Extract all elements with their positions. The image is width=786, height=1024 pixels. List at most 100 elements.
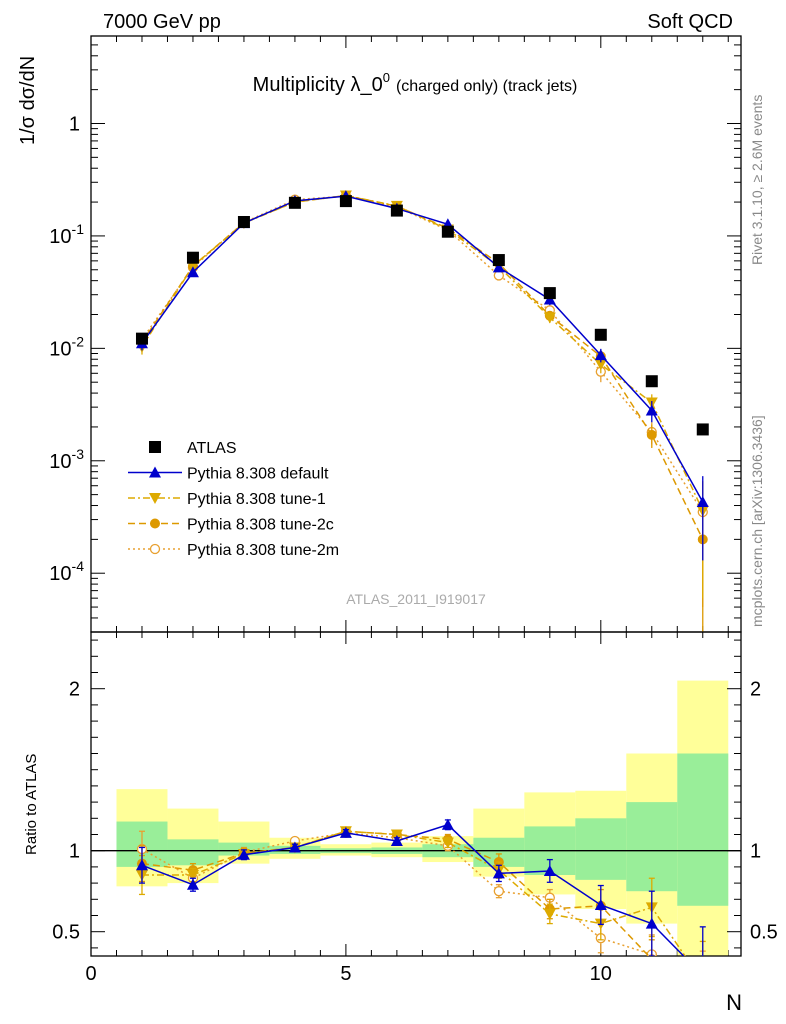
- chart-title: Multiplicity λ_00 (charged only) (track j…: [253, 70, 578, 96]
- atlas-data-point: [186, 251, 199, 264]
- ratio-panel: 0 5 10 0.5 0.5 1 1 2 2: [52, 631, 778, 1002]
- legend-label: Pythia 8.308 tune-2m: [187, 542, 339, 559]
- legend-label: ATLAS: [187, 440, 237, 457]
- atlas-data-point: [237, 215, 250, 228]
- ratio-bands: [116, 680, 729, 956]
- ratio-point: [698, 992, 708, 1002]
- atlas-data-point: [594, 328, 607, 341]
- ratio-series-line: [141, 830, 686, 956]
- y-tick-label-exp: -1: [72, 221, 85, 237]
- atlas-data-point: [135, 332, 148, 345]
- ratio-point: [698, 979, 707, 988]
- ratio-y-tick-label-right: 1: [750, 841, 761, 863]
- atlas-data-point: [543, 287, 556, 300]
- y-tick-label: 10-4: [49, 558, 84, 585]
- ratio-point: [135, 859, 148, 871]
- ratio-point: [543, 864, 556, 876]
- ratio-point: [186, 870, 199, 881]
- top-panel: 10-410-310-210-11: [49, 35, 742, 956]
- y-tick-label: 10-3: [49, 446, 84, 473]
- ratio-point: [493, 886, 504, 897]
- ratio-point: [645, 917, 658, 929]
- legend-label: Pythia 8.308 tune-1: [187, 491, 326, 508]
- analysis-watermark: ATLAS_2011_I919017: [346, 591, 486, 607]
- y-tick-label-exp: -4: [72, 558, 85, 574]
- ratio-y-tick-label-right: 0.5: [750, 922, 778, 944]
- y-tick-label: 10-1: [49, 221, 84, 248]
- x-tick-label: 5: [340, 963, 351, 985]
- ratio-frame: [90, 631, 742, 957]
- chart-title-small: (charged only) (track jets): [396, 78, 577, 95]
- ratio-band-inner: [677, 753, 729, 906]
- x-tick-label: 0: [85, 963, 96, 985]
- data-point: [696, 495, 709, 507]
- data-point: [645, 404, 658, 416]
- y-axis-label-top: 1/σ dσ/dN: [17, 56, 39, 145]
- mcplots-label: mcplots.cern.ch [arXiv:1306.3436]: [749, 415, 765, 627]
- ratio-point: [339, 826, 352, 838]
- header-right: Soft QCD: [647, 11, 733, 33]
- legend-marker: [149, 493, 161, 504]
- ratio-point: [594, 898, 607, 910]
- x-axis-label: N: [726, 990, 742, 1015]
- y-tick-label-base: 10: [49, 338, 71, 360]
- data-point: [186, 266, 199, 278]
- ratio-point: [697, 977, 709, 988]
- legend-marker: [149, 466, 161, 478]
- y-tick-label-base: 10: [49, 226, 71, 248]
- atlas-data-point: [390, 204, 403, 217]
- atlas-data-point: [288, 196, 301, 209]
- series-line: [141, 194, 704, 540]
- y-tick-label-exp: -2: [72, 333, 85, 349]
- ratio-y-tick-label: 1: [69, 841, 80, 863]
- atlas-data-point: [492, 254, 505, 267]
- y-tick-label: 1: [69, 113, 80, 135]
- ratio-series-triangle-up: [135, 818, 709, 980]
- series-line: [141, 194, 704, 511]
- data-point: [594, 359, 607, 371]
- chart-title-main: Multiplicity λ_0: [253, 74, 383, 96]
- x-tick-label: 10: [590, 963, 612, 985]
- ratio-point: [390, 834, 403, 846]
- data-point: [594, 349, 607, 361]
- ratio-point: [492, 867, 505, 879]
- legend: ATLAS Pythia 8.308 default Pythia 8.308 tu…: [128, 440, 339, 559]
- ratio-point: [237, 848, 250, 860]
- legend-label: Pythia 8.308 tune-2c: [187, 517, 334, 534]
- ratio-series-line: [141, 832, 657, 956]
- ratio-point: [441, 818, 454, 830]
- ratio-y-tick-label-right: 2: [750, 679, 761, 701]
- ratio-point: [186, 878, 199, 890]
- ratio-y-tick-label: 0.5: [52, 922, 80, 944]
- y-tick-label-base: 10: [49, 563, 71, 585]
- ratio-series-line: [141, 823, 685, 956]
- ratio-band-inner: [167, 839, 219, 866]
- ratio-point: [697, 969, 709, 980]
- atlas-data-point: [696, 423, 709, 436]
- series-line: [141, 195, 704, 503]
- data-point: [646, 429, 657, 440]
- legend-label: Pythia 8.308 default: [187, 466, 329, 483]
- ratio-series-line: [141, 830, 650, 956]
- series-triangle-down: [135, 190, 709, 599]
- atlas-data-point: [645, 375, 658, 388]
- y-tick-label-base: 10: [49, 451, 71, 473]
- ratio-point: [543, 908, 556, 920]
- legend-marker: [149, 543, 161, 555]
- data-point: [492, 261, 505, 273]
- atlas-data-point: [441, 225, 454, 238]
- y-tick-label: 10-2: [49, 333, 84, 360]
- rivet-label: Rivet 3.1.10, ≥ 2.6M events: [749, 95, 765, 265]
- data-point: [543, 312, 556, 324]
- ratio-band-inner: [626, 802, 678, 892]
- ratio-point: [288, 841, 301, 853]
- ratio-band-inner: [575, 818, 627, 880]
- series-atlas: [135, 195, 709, 436]
- header-left: 7000 GeV pp: [103, 11, 221, 33]
- chart-title-sup: 0: [383, 70, 390, 85]
- y-axis-label-ratio: Ratio to ATLAS: [23, 754, 40, 855]
- ratio-y-tick-label: 2: [69, 679, 80, 701]
- ratio-point: [441, 837, 454, 849]
- legend-marker: [150, 518, 160, 529]
